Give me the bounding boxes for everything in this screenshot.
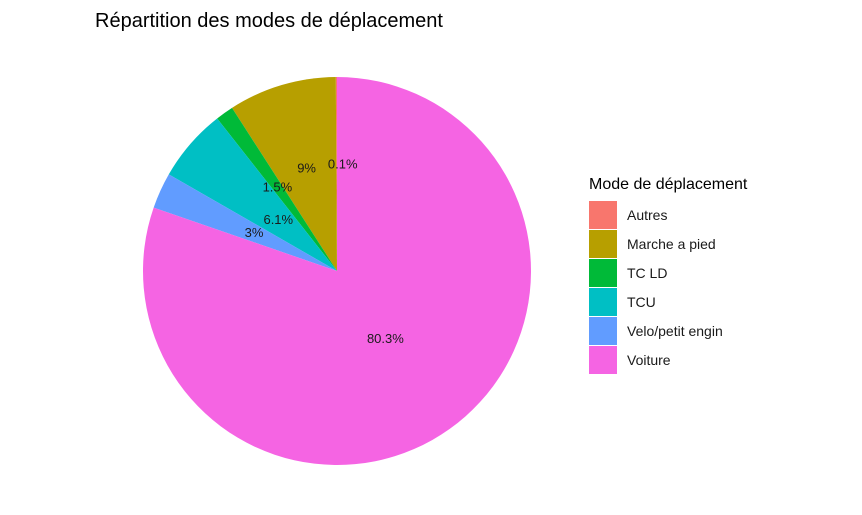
legend-key [589,259,617,287]
pie-slice-tcu [168,118,337,272]
pie-slice-autres [335,76,337,271]
slice-label: 3% [245,225,264,240]
pie-slices [143,76,532,465]
legend: Mode de déplacement Autres Marche a pied T… [589,176,748,374]
legend-label: Velo/petit engin [627,323,723,339]
slice-label: 0.1% [328,156,358,171]
slice-label: 6.1% [263,212,293,227]
legend-label: Voiture [627,352,671,368]
slice-label: 9% [297,161,316,176]
pie-slice-tc-ld [217,107,337,271]
legend-title: Mode de déplacement [589,176,748,193]
legend-key [589,288,617,316]
legend-label: TC LD [627,265,667,281]
legend-label: Autres [627,207,667,223]
chart-title: Répartition des modes de déplacement [95,10,443,32]
legend-key [589,346,617,374]
slice-label: 80.3% [367,331,404,346]
legend-label: TCU [627,294,656,310]
legend-key [589,201,617,229]
pie-slice-marche-a-pied [232,77,337,271]
pie-slice-velo-petit-engin [153,174,337,271]
pie-slice-labels: 0.1% 9% 1.5% 6.1%3% 80.3% [245,156,405,346]
pie-slice-voiture [143,77,532,465]
legend-key [589,230,617,258]
legend-key [589,317,617,345]
slice-label: 1.5% [263,179,293,194]
legend-label: Marche a pied [627,236,716,252]
